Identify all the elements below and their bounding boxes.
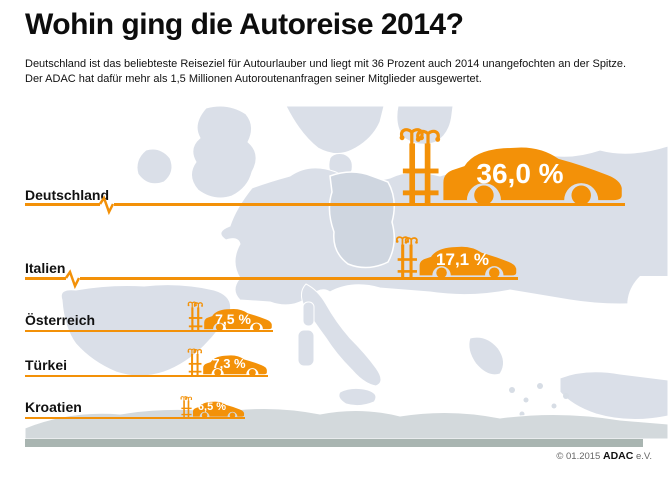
heartbeat-spike-icon [98,195,115,216]
value-label-oesterreich: 7,5 % [215,311,251,327]
map-britain [191,105,257,199]
heartbeat-spike-icon [64,269,81,290]
row-line [25,330,273,332]
country-label-deutschland: Deutschland [25,187,110,203]
country-label-tuerkei: Türkei [25,357,68,373]
value-label-italien: 17,1 % [436,250,489,269]
subtitle-line-1: Deutschland ist das beliebteste Reisezie… [25,58,627,70]
map-turkey [559,371,668,421]
country-label-italien: Italien [25,260,66,276]
map-black-sea [627,276,668,349]
copyright-date: © 01.2015 [556,451,601,462]
map-north-africa [24,407,668,440]
map-scandinavia [285,105,385,154]
row-line [25,417,245,419]
map-ireland [136,148,173,185]
brand-suffix: e.V. [635,451,652,462]
row-line [25,375,268,377]
row-line [114,203,625,206]
map-sardinia [297,329,315,367]
map-germany [328,171,395,269]
country-label-oesterreich: Österreich [25,312,96,328]
map-sicily [338,387,377,407]
country-label-kroatien: Kroatien [25,399,82,415]
value-label-deutschland: 36,0 % [476,158,564,189]
value-label-tuerkei: 7,3 % [212,356,246,371]
value-label-kroatien: 6,5 % [197,401,227,413]
footer-bar [25,439,643,447]
subtitle-line-2: Der ADAC hat dafür mehr als 1,5 Millione… [25,73,482,85]
row-line [80,277,518,280]
row-line [25,203,100,206]
copyright: © 01.2015 ADAC e.V. [556,450,652,462]
map-greece [468,336,504,376]
row-line [25,277,66,280]
page-title: Wohin ging die Autoreise 2014? [25,8,464,41]
subtitle: Deutschland ist das beliebteste Reisezie… [25,57,626,87]
map-corsica [302,301,315,327]
adac-logo: ADAC [602,450,634,462]
